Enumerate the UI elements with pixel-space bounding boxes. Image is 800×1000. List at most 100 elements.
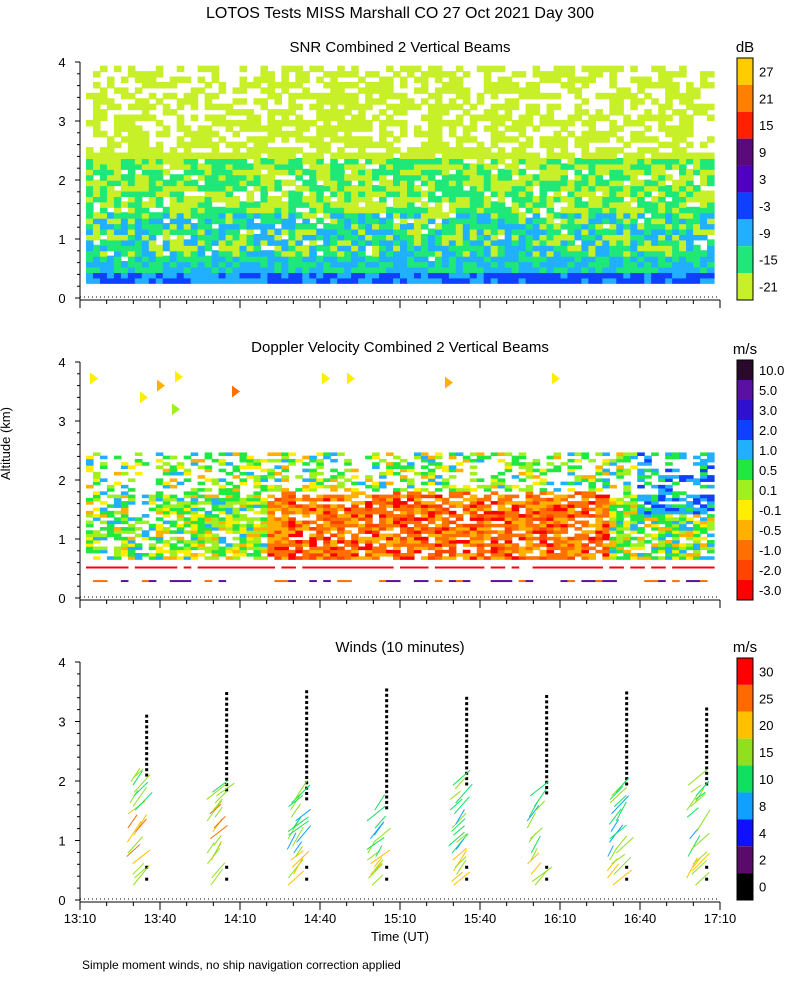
snr-cell — [462, 277, 471, 284]
velocity-cell — [553, 488, 562, 492]
snr-cell — [588, 228, 596, 235]
snr-cell — [351, 152, 359, 160]
snr-cell — [581, 266, 589, 273]
velocity-cell — [337, 546, 345, 551]
snr-cell — [665, 233, 673, 241]
velocity-cell — [386, 566, 394, 569]
snr-cell — [99, 201, 108, 208]
snr-cell — [197, 125, 206, 132]
velocity-cell — [469, 488, 478, 492]
snr-cell — [274, 185, 282, 192]
snr-cell — [679, 233, 687, 241]
snr-cell — [406, 233, 415, 241]
snr-cell — [490, 266, 499, 273]
snr-cell — [232, 271, 241, 279]
velocity-cell — [518, 462, 527, 466]
velocity-cell — [344, 553, 352, 557]
colorbar-label-1-5: -3 — [759, 199, 771, 214]
snr-cell — [183, 212, 192, 219]
velocity-cell — [637, 484, 645, 489]
snr-cell — [490, 103, 499, 111]
snr-cell — [630, 130, 638, 138]
snr-cell — [665, 130, 673, 138]
snr-cell — [267, 92, 275, 100]
snr-cell — [420, 239, 429, 246]
velocity-cell — [127, 523, 136, 528]
snr-cell — [602, 201, 610, 208]
velocity-cell — [148, 497, 157, 502]
snr-cell — [413, 125, 422, 132]
snr-cell — [386, 250, 394, 257]
snr-cell — [106, 217, 115, 225]
velocity-cell — [169, 507, 178, 512]
velocity-cell — [218, 462, 227, 466]
velocity-cell — [658, 517, 666, 521]
velocity-cell — [330, 510, 338, 515]
velocity-cell — [400, 507, 408, 512]
velocity-cell — [225, 546, 234, 551]
velocity-cell — [239, 481, 248, 486]
velocity-cell — [113, 494, 122, 499]
snr-cell — [672, 130, 680, 138]
velocity-cell — [393, 465, 401, 469]
snr-cell — [351, 271, 359, 279]
snr-cell — [525, 250, 534, 257]
snr-cell — [448, 81, 457, 89]
snr-cell — [232, 98, 241, 105]
snr-cell — [469, 125, 478, 132]
snr-cell — [665, 223, 673, 230]
snr-cell — [406, 71, 415, 78]
velocity-cell — [518, 520, 527, 525]
snr-cell — [183, 141, 192, 149]
snr-cell — [539, 157, 548, 165]
snr-cell — [330, 223, 338, 230]
snr-cell — [539, 71, 548, 78]
snr-cell — [99, 255, 108, 263]
velocity-cell — [281, 468, 289, 473]
velocity-cell — [623, 507, 631, 512]
snr-cell — [253, 271, 262, 279]
velocity-cell — [658, 475, 666, 479]
velocity-echo — [90, 372, 98, 385]
snr-cell — [337, 65, 345, 73]
snr-cell — [413, 228, 422, 235]
velocity-cell — [644, 533, 652, 538]
snr-cell — [253, 157, 262, 165]
velocity-cell — [239, 458, 248, 463]
snr-cell — [511, 152, 520, 160]
velocity-cell — [225, 507, 234, 512]
velocity-cell — [686, 510, 694, 515]
velocity-cell — [511, 549, 520, 554]
snr-cell — [127, 266, 136, 273]
velocity-cell — [162, 497, 171, 502]
snr-cell — [176, 125, 185, 132]
velocity-cell — [393, 517, 401, 521]
velocity-cell — [309, 556, 317, 560]
velocity-cell — [86, 462, 94, 466]
velocity-cell — [567, 566, 576, 569]
snr-cell — [420, 76, 429, 84]
snr-cell — [218, 244, 227, 252]
snr-cell — [553, 65, 562, 73]
velocity-cell — [288, 527, 296, 531]
velocity-cell — [623, 520, 631, 525]
snr-cell — [637, 168, 645, 176]
velocity-cell — [372, 484, 380, 489]
velocity-cell — [155, 540, 164, 544]
snr-cell — [323, 206, 331, 214]
snr-cell — [239, 277, 248, 284]
snr-cell — [595, 168, 603, 176]
velocity-cell — [190, 546, 199, 551]
velocity-cell — [532, 536, 541, 541]
velocity-cell — [406, 478, 415, 482]
snr-cell — [337, 125, 345, 132]
snr-cell — [141, 244, 150, 252]
snr-cell — [651, 266, 659, 273]
velocity-cell — [483, 484, 492, 489]
snr-cell — [483, 223, 492, 230]
snr-cell — [413, 103, 422, 111]
snr-cell — [351, 201, 359, 208]
velocity-cell — [609, 458, 617, 463]
snr-cell — [162, 239, 171, 246]
velocity-cell — [239, 507, 248, 512]
